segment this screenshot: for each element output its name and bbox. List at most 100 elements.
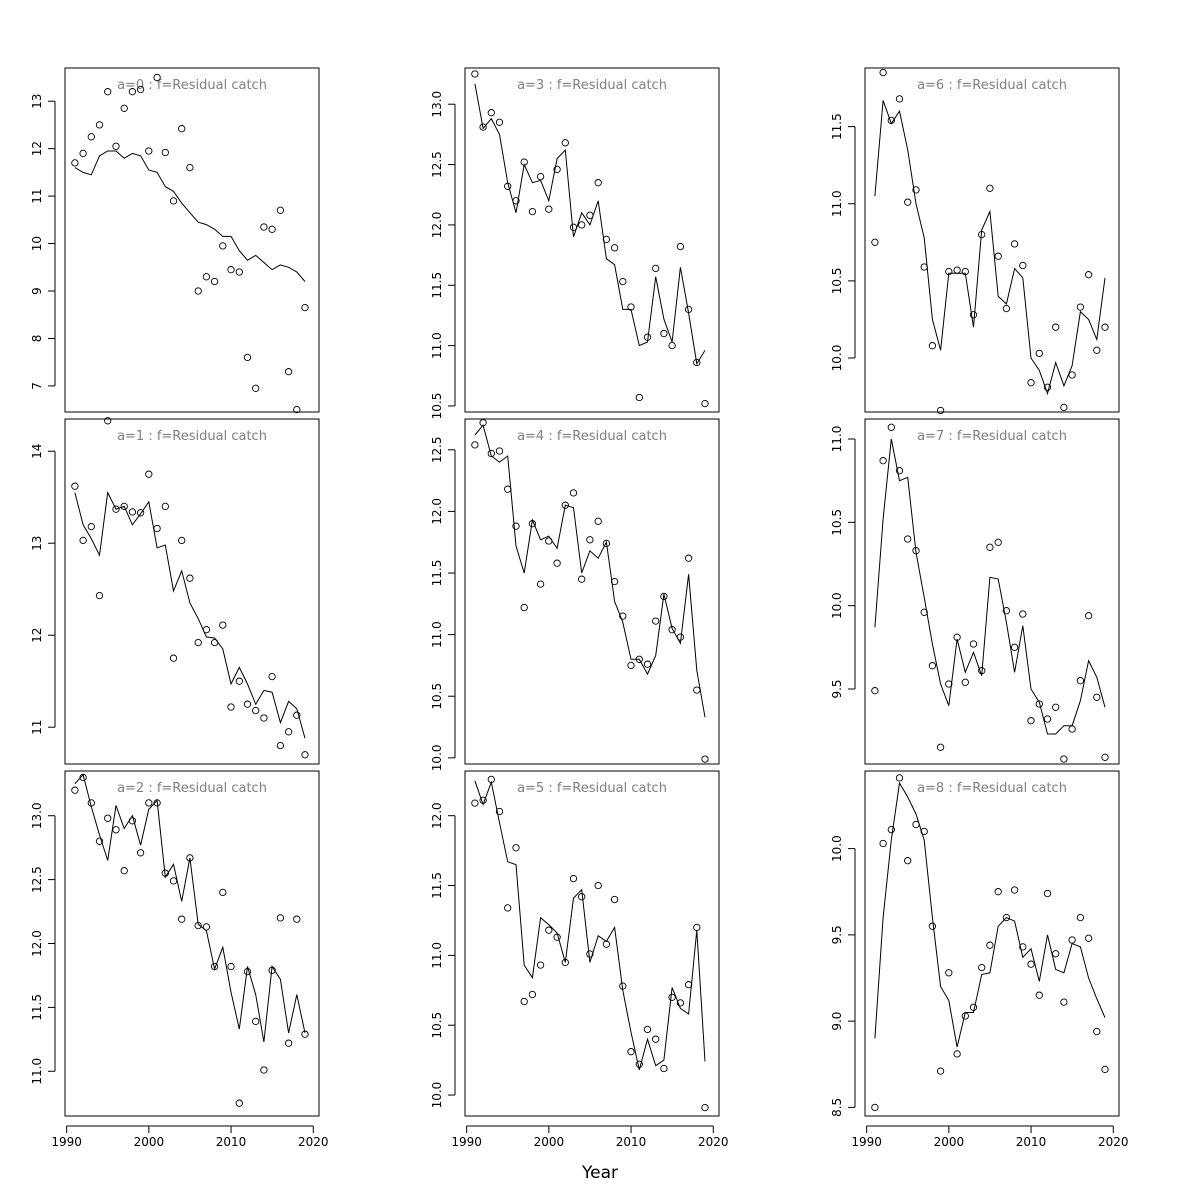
data-point (986, 543, 994, 551)
data-point (578, 893, 586, 901)
data-point (95, 121, 104, 129)
fitted-line (474, 780, 706, 1071)
panel-5: a=5 : f=Residual catch 10.0 10.5 11.0 11.5 12… (430, 770, 729, 1149)
data-point (276, 914, 285, 922)
data-point (887, 116, 895, 125)
data-point (145, 470, 153, 478)
data-point (660, 1064, 668, 1073)
panel-title: a=8 : f=Residual catch (917, 781, 1067, 796)
data-point (284, 1039, 293, 1047)
panel-title: a=4 : f=Residual catch (517, 429, 667, 444)
data-point (1010, 643, 1019, 651)
data-point (1076, 677, 1085, 685)
y-tick-label: 10.5 (830, 509, 844, 536)
data-point (594, 179, 602, 187)
data-point (260, 1066, 268, 1074)
y-tick-label: 13.0 (430, 91, 444, 118)
data-point (120, 104, 128, 112)
panel-frame (864, 418, 1120, 765)
data-point (95, 591, 104, 600)
data-point (920, 827, 928, 836)
data-point (1093, 693, 1101, 701)
x-tick-label: 2010 (616, 1135, 647, 1149)
data-point (961, 267, 969, 276)
data-point (693, 686, 701, 694)
data-point (561, 958, 569, 967)
data-point (586, 950, 594, 958)
data-point (235, 677, 243, 685)
y-tick-label: 12 (30, 628, 44, 643)
data-point (487, 109, 495, 117)
y-tick-label: 9 (30, 287, 44, 295)
panel-title: a=7 : f=Residual catch (917, 429, 1067, 444)
data-point (586, 536, 594, 544)
y-tick-label: 11 (30, 720, 44, 735)
data-point (553, 559, 561, 567)
panel-0: a=0 : f=Residual catch 7 8 9 10 11 12 13 (30, 67, 320, 414)
y-tick-label: 11.5 (430, 272, 444, 299)
data-point (186, 574, 194, 582)
x-tick-label: 2020 (698, 1135, 729, 1149)
data-point (260, 714, 268, 722)
data-point (904, 535, 912, 543)
data-point (978, 230, 986, 239)
data-point (520, 603, 528, 612)
data-point (953, 266, 961, 274)
data-point (536, 961, 545, 969)
data-point (912, 547, 920, 555)
data-point (161, 869, 169, 877)
data-point (161, 502, 169, 511)
y-tick-label: 10.0 (830, 592, 844, 619)
data-point (186, 854, 194, 862)
data-point (1101, 1065, 1109, 1074)
x-tick-label: 2000 (934, 1135, 965, 1149)
data-point (268, 672, 276, 681)
data-point (301, 303, 309, 312)
data-point (994, 252, 1002, 260)
data-point (635, 1060, 643, 1068)
data-point (235, 268, 243, 276)
data-point (1068, 936, 1076, 944)
data-point (112, 826, 120, 834)
data-point (178, 125, 186, 133)
data-point (284, 728, 293, 736)
data-point (194, 921, 202, 930)
data-point (169, 877, 178, 885)
data-point (643, 333, 652, 341)
data-point (504, 904, 512, 912)
data-point (71, 482, 79, 490)
data-point (1002, 607, 1011, 615)
data-point (1093, 1027, 1101, 1036)
data-point (953, 1050, 961, 1058)
data-point (293, 915, 301, 923)
y-tick-label: 10.0 (830, 835, 844, 862)
y-tick-label: 11.5 (830, 113, 844, 140)
panel-frame (464, 418, 720, 765)
data-point (301, 1030, 309, 1038)
data-point (128, 88, 137, 96)
data-point (879, 457, 887, 465)
data-point (586, 211, 594, 219)
y-tick-label: 10.0 (430, 1082, 444, 1109)
y-tick-label: 11.0 (830, 426, 844, 453)
data-point (904, 198, 912, 206)
data-point (1027, 960, 1035, 968)
data-point (920, 608, 928, 616)
data-point (986, 941, 994, 949)
data-point (1027, 717, 1035, 725)
y-tick-label: 11.0 (430, 332, 444, 359)
data-point (202, 626, 211, 634)
data-point (495, 807, 504, 816)
y-tick-label: 10.0 (830, 345, 844, 372)
data-point (602, 539, 611, 548)
data-point (676, 999, 685, 1007)
data-point (619, 612, 627, 620)
data-point (276, 741, 285, 750)
y-tick-label: 11.0 (430, 621, 444, 648)
y-tick-label: 11 (30, 188, 44, 203)
panel-frame (464, 770, 720, 1117)
data-point (553, 933, 561, 941)
data-point (1019, 610, 1027, 618)
